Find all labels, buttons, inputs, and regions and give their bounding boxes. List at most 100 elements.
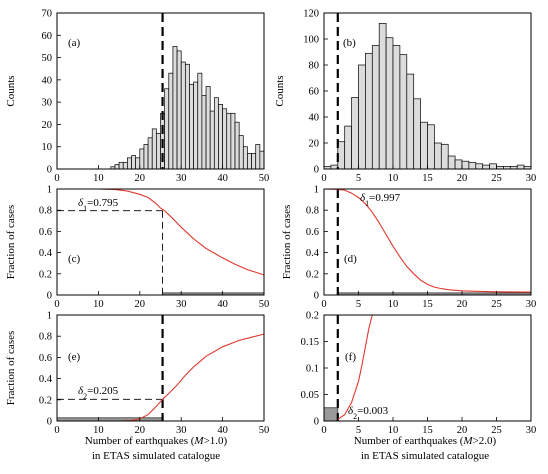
panel-b: 0 5 10 15 20 25 30 0 20 40 60 80 100 120 Counts (b)	[274, 9, 536, 185]
histogram-bar	[230, 112, 236, 170]
y-tick-label: 0	[314, 417, 319, 428]
histogram-bar	[489, 163, 497, 170]
histogram-bar	[454, 159, 463, 170]
histogram-bar	[184, 63, 190, 170]
histogram-bar	[427, 124, 435, 170]
histogram-bar	[205, 86, 211, 170]
plot-frame	[56, 12, 265, 170]
y-tick-label: 20	[309, 139, 320, 150]
y-tick-label: 0	[314, 165, 319, 176]
x-tick-label: 50	[259, 425, 270, 436]
y-tick-label: 0.2	[39, 269, 52, 280]
x-tick-label: 30	[176, 173, 187, 184]
histogram-bar	[461, 160, 470, 170]
y-tick-label: 30	[42, 98, 53, 109]
panel-label: (e)	[68, 351, 81, 363]
panel-label: (c)	[68, 253, 81, 265]
histogram-bar	[385, 37, 394, 170]
panel-label: (a)	[68, 37, 81, 49]
y-tick-label: 0.2	[306, 269, 319, 280]
y-tick-label: 0.6	[306, 227, 319, 238]
y-tick-label: 0.8	[39, 332, 52, 343]
histogram-bar	[222, 108, 228, 170]
y-tick-label: 40	[309, 113, 320, 124]
fraction-curve	[337, 315, 373, 420]
y-tick-label: 100	[303, 35, 319, 46]
shaded-box	[323, 407, 339, 422]
histogram-bar	[135, 157, 141, 170]
y-tick-label: 0.2	[39, 395, 52, 406]
x-tick-label: 20	[457, 173, 468, 184]
y-tick-label: 0	[47, 417, 52, 428]
y-tick-label: 0	[47, 291, 52, 302]
x-tick-label: 0	[54, 299, 59, 310]
histogram-bar	[209, 110, 215, 170]
histogram-bar	[122, 161, 128, 170]
histogram-bar	[226, 112, 232, 170]
x-tick-label: 10	[93, 299, 104, 310]
x-tick-label: 50	[259, 299, 270, 310]
x-tick-label: 30	[176, 425, 187, 436]
plot-frame	[323, 188, 532, 296]
x-tick-label: 0	[321, 425, 326, 436]
histogram-bar	[351, 97, 359, 170]
x-tick-label: 25	[491, 299, 502, 310]
x-tick-label: 5	[356, 425, 361, 436]
y-tick-label: 0.8	[39, 206, 52, 217]
histogram-bar	[213, 97, 219, 170]
histogram-bar	[131, 155, 137, 170]
histogram-bar	[413, 98, 421, 170]
x-tick-label: 15	[422, 173, 433, 184]
x-tick-label: 20	[135, 425, 146, 436]
panel-c: δ1=0.795 0 10 20 30 40 50 0 0.2 0.4 0.6 0.8 1 Fractio…	[5, 185, 269, 311]
x-tick-label: 10	[388, 173, 399, 184]
y-tick-label: 0	[47, 165, 52, 176]
x-tick-label: 0	[321, 173, 326, 184]
histogram-bar	[482, 164, 490, 170]
y-tick-label: 1	[314, 185, 319, 196]
histogram-bar	[358, 64, 366, 170]
y-tick-label: 80	[309, 61, 320, 72]
y-tick-label: 0.6	[39, 227, 52, 238]
x-tick-label: 0	[321, 299, 326, 310]
y-axis-label: Counts	[274, 75, 286, 106]
x-tick-label: 20	[135, 173, 146, 184]
histogram-bar	[516, 164, 525, 170]
histogram-bar	[147, 137, 153, 170]
y-tick-label: 70	[42, 9, 53, 20]
histogram-bar	[468, 162, 477, 170]
x-tick-label: 30	[526, 425, 537, 436]
y-tick-label: 0.1	[306, 364, 319, 375]
y-tick-label: 60	[42, 31, 53, 42]
threshold-annotation: δ1=0.795	[78, 197, 119, 213]
x-tick-label: 5	[356, 299, 361, 310]
panel-a: 0 10 20 30 40 50 0 10 20 30 40 50 60 70 Counts (a)	[5, 9, 269, 185]
y-tick-label: 0.8	[306, 206, 319, 217]
histogram-bar	[392, 45, 401, 170]
x-axis-title-left-line2: in ETAS simulated catalogue	[92, 450, 220, 462]
y-tick-label: 1	[47, 311, 52, 322]
x-tick-label: 0	[54, 173, 59, 184]
histogram-bar	[156, 132, 161, 170]
histogram-bar	[151, 128, 157, 170]
histogram-bar	[139, 148, 145, 170]
histogram-bar	[399, 54, 408, 170]
x-axis-title-right-line1: Number of earthquakes (M>2.0)	[354, 435, 497, 447]
histogram-bar	[114, 164, 120, 170]
histogram-bar	[176, 50, 182, 170]
histogram-bar	[238, 135, 244, 170]
histogram-bar	[447, 155, 456, 170]
x-tick-label: 40	[217, 425, 228, 436]
histogram-bar	[378, 23, 387, 170]
x-tick-label: 10	[93, 425, 104, 436]
x-tick-label: 25	[491, 425, 502, 436]
histogram-bar	[247, 153, 252, 170]
y-tick-label: 0.4	[39, 248, 53, 259]
plot-frame	[323, 314, 532, 422]
y-tick-label: 10	[42, 142, 53, 153]
y-tick-label: 0.05	[301, 390, 319, 401]
y-tick-label: 1	[47, 185, 52, 196]
panel-label: (b)	[343, 37, 356, 49]
histogram-bar	[365, 52, 373, 170]
x-tick-label: 5	[356, 173, 361, 184]
